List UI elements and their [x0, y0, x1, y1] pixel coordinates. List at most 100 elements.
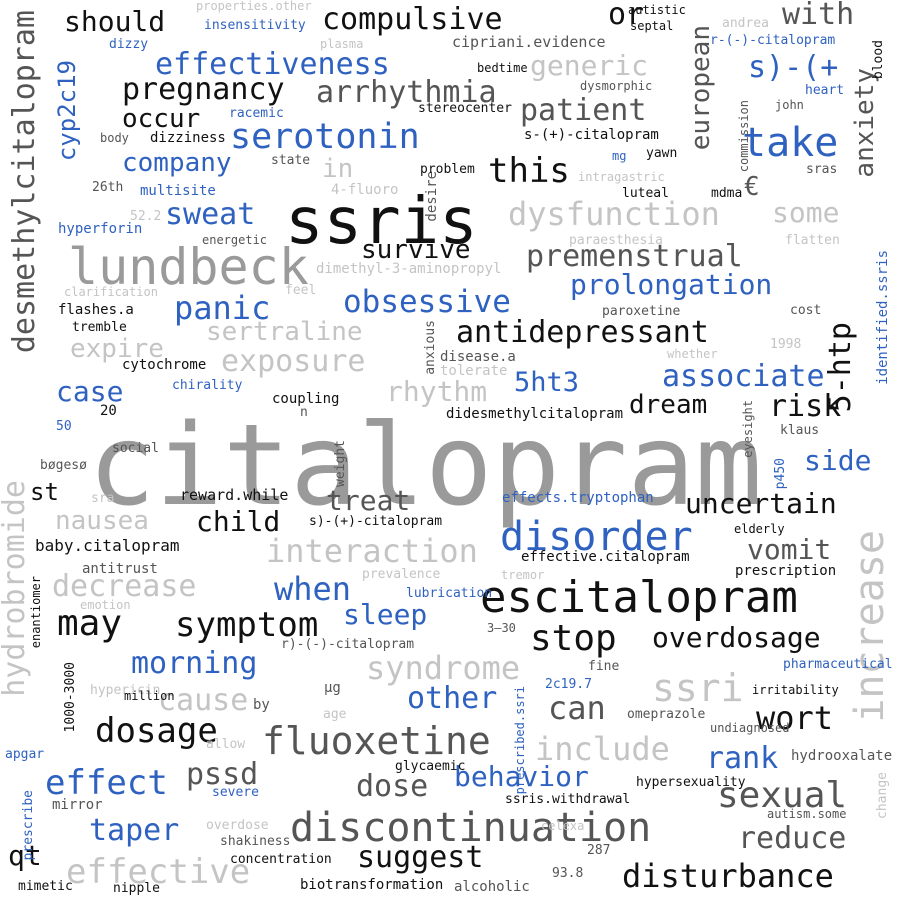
word-70: can [548, 689, 606, 727]
word-45: expire [70, 334, 164, 364]
word-127: cost [790, 303, 822, 318]
word-187: autism.some [767, 807, 847, 821]
word-117: multisite [140, 183, 216, 199]
word-170: irritability [752, 683, 839, 697]
word-27: generic [530, 49, 649, 82]
word-181: severe [212, 785, 259, 800]
word-85: disturbance [622, 857, 834, 895]
word-159: enantiomer [29, 576, 43, 649]
word-155: antitrust [82, 561, 158, 577]
word-87: insensitivity [204, 18, 306, 33]
word-92: r-(-)-citalopram [710, 33, 836, 48]
word-129: paroxetine [602, 304, 681, 319]
word-136: cytochrome [122, 357, 207, 373]
word-185: mirror [52, 797, 103, 813]
word-193: 93.8 [552, 866, 584, 881]
word-50: dream [629, 390, 708, 420]
word-78: dose [356, 769, 429, 804]
word-97: dysmorphic [580, 79, 653, 93]
word-64: stop [530, 618, 617, 659]
word-147: bøgesø [40, 458, 87, 473]
word-3: escitalopram [480, 572, 798, 623]
word-34: cyp2c19 [53, 60, 81, 162]
word-57: child [196, 505, 281, 538]
word-31: or [608, 0, 645, 32]
word-20: prolongation [570, 268, 773, 301]
word-140: 20 [100, 403, 117, 419]
word-32: occur [122, 104, 201, 134]
word-71: dosage [95, 711, 218, 751]
word-157: prevalence [362, 567, 441, 582]
word-161: emotion [80, 598, 131, 612]
word-36: in [322, 154, 354, 184]
word-93: blood [871, 40, 886, 80]
word-138: coupling [272, 391, 340, 407]
word-4: desmethylcitalopram [7, 10, 42, 354]
word-126: identified.ssris [875, 250, 891, 385]
word-151: effects.tryptophan [502, 490, 654, 506]
word-106: state [271, 153, 311, 168]
word-196: biotransformation [300, 877, 444, 893]
word-142: eyesight [741, 400, 755, 458]
word-21: premenstrual [526, 239, 743, 274]
word-16: compulsive [322, 2, 503, 37]
word-72: include [535, 730, 670, 768]
word-49: case [56, 375, 124, 408]
word-61: decrease [52, 569, 197, 604]
word-154: effective.citalopram [521, 549, 690, 565]
word-80: taper [89, 813, 180, 848]
word-160: lubrication [406, 586, 493, 601]
word-182: hypersexuality [636, 775, 746, 790]
word-122: flatten [785, 233, 840, 248]
word-165: fine [588, 659, 620, 674]
word-33: company [122, 148, 232, 178]
word-149: sra [91, 491, 115, 506]
word-26: anxiety [850, 68, 880, 178]
word-177: allow [206, 737, 246, 752]
word-60: baby.citalopram [35, 536, 180, 555]
word-10: fluoxetine [262, 719, 491, 763]
word-58: interaction [266, 532, 478, 570]
word-81: reduce [738, 821, 847, 856]
word-184: prescribe [21, 790, 36, 861]
word-124: clarification [64, 285, 158, 299]
word-169: 2c19.7 [545, 677, 592, 692]
word-139: n [300, 405, 308, 420]
word-6: increase [847, 530, 893, 723]
word-62: when [274, 570, 352, 608]
word-179: hydrooxalate [791, 748, 893, 764]
word-107: mg [612, 149, 627, 163]
word-12: may [57, 603, 123, 644]
word-152: s)-(+)-citalopram [309, 514, 443, 529]
word-191: 287 [587, 843, 611, 858]
word-101: stereocenter [418, 101, 512, 116]
word-178: apgar [5, 747, 45, 762]
word-175: omeprazole [627, 707, 706, 722]
word-22: arrhythmia [316, 75, 497, 110]
word-79: sexual [717, 775, 848, 816]
word-63: sleep [343, 598, 428, 631]
word-51: risk [769, 389, 842, 424]
word-173: prescribed.ssri [513, 686, 527, 795]
word-102: body [100, 131, 129, 145]
word-163: 3–30 [487, 621, 516, 635]
word-18: antidepressant [456, 315, 709, 350]
word-84: suggest [357, 840, 484, 875]
word-23: pregnancy [122, 72, 285, 107]
word-48: rhythm [386, 375, 488, 408]
word-186: ssris.withdrawal [505, 792, 631, 807]
word-77: behavior [454, 760, 589, 793]
word-98: heart [805, 83, 845, 98]
word-153: elderly [734, 522, 785, 536]
word-24: patient [520, 93, 647, 128]
word-0: citalopram [88, 401, 763, 531]
word-67: syndrome [366, 649, 521, 687]
word-53: st [30, 478, 59, 506]
word-1: ssris [285, 185, 478, 259]
word-128: flashes.a [58, 302, 134, 318]
word-66: morning [131, 646, 258, 681]
word-54: treat [326, 484, 411, 517]
word-108: yawn [646, 146, 678, 161]
word-176: undiagnosed [710, 721, 790, 735]
